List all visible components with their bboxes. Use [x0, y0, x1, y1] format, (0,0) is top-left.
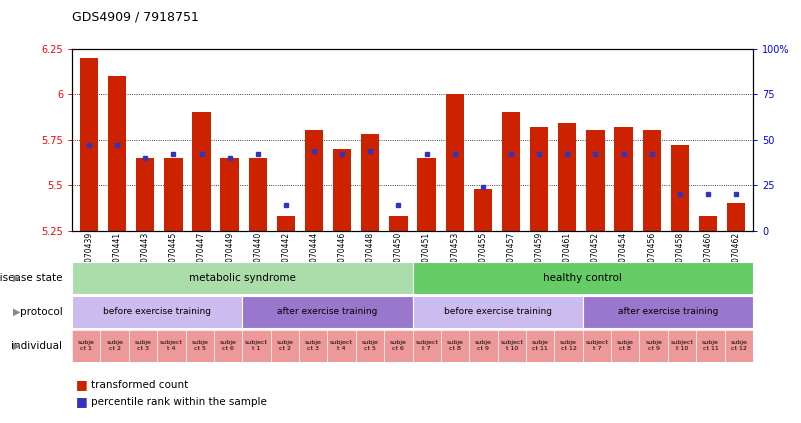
- Text: ■: ■: [76, 379, 88, 391]
- Bar: [100, 330, 129, 362]
- Text: percentile rank within the sample: percentile rank within the sample: [91, 397, 267, 407]
- Bar: [441, 330, 469, 362]
- Bar: [413, 296, 582, 328]
- Bar: [277, 216, 295, 231]
- Text: subje
ct 8: subje ct 8: [447, 341, 464, 351]
- Text: ▶: ▶: [13, 307, 20, 317]
- Bar: [248, 158, 267, 231]
- Bar: [242, 296, 413, 328]
- Text: protocol: protocol: [20, 307, 62, 317]
- Bar: [530, 127, 548, 231]
- Text: individual: individual: [11, 341, 62, 351]
- Bar: [586, 131, 605, 231]
- Bar: [389, 216, 408, 231]
- Bar: [72, 330, 100, 362]
- Bar: [668, 330, 696, 362]
- Bar: [502, 112, 520, 231]
- Text: subje
ct 2: subje ct 2: [276, 341, 293, 351]
- Bar: [417, 158, 436, 231]
- Text: subje
ct 11: subje ct 11: [702, 341, 718, 351]
- Text: subje
ct 3: subje ct 3: [135, 341, 151, 351]
- Bar: [72, 262, 413, 294]
- Bar: [413, 262, 753, 294]
- Bar: [333, 148, 352, 231]
- Text: subje
ct 9: subje ct 9: [646, 341, 662, 351]
- Bar: [727, 203, 745, 231]
- Bar: [413, 330, 441, 362]
- Bar: [80, 58, 98, 231]
- Bar: [725, 330, 753, 362]
- Bar: [611, 330, 639, 362]
- Bar: [242, 330, 271, 362]
- Text: subje
ct 12: subje ct 12: [560, 341, 577, 351]
- Text: metabolic syndrome: metabolic syndrome: [189, 273, 296, 283]
- Bar: [157, 330, 186, 362]
- Text: subject
t 10: subject t 10: [670, 341, 694, 351]
- Bar: [136, 158, 155, 231]
- Bar: [72, 296, 242, 328]
- Bar: [497, 330, 526, 362]
- Bar: [271, 330, 299, 362]
- Text: subje
ct 5: subje ct 5: [191, 341, 208, 351]
- Bar: [186, 330, 214, 362]
- Bar: [614, 127, 633, 231]
- Text: subject
t 7: subject t 7: [586, 341, 608, 351]
- Text: subje
ct 1: subje ct 1: [78, 341, 95, 351]
- Text: ■: ■: [76, 396, 88, 408]
- Bar: [639, 330, 668, 362]
- Bar: [328, 330, 356, 362]
- Text: GDS4909 / 7918751: GDS4909 / 7918751: [72, 11, 199, 24]
- Bar: [698, 216, 717, 231]
- Text: subject
t 4: subject t 4: [160, 341, 183, 351]
- Text: subject
t 10: subject t 10: [501, 341, 523, 351]
- Text: transformed count: transformed count: [91, 380, 187, 390]
- Bar: [642, 131, 661, 231]
- Bar: [554, 330, 582, 362]
- Text: subje
ct 8: subje ct 8: [617, 341, 634, 351]
- Bar: [526, 330, 554, 362]
- Bar: [361, 134, 380, 231]
- Bar: [469, 330, 497, 362]
- Text: subje
ct 3: subje ct 3: [305, 341, 322, 351]
- Text: after exercise training: after exercise training: [618, 308, 718, 316]
- Text: subject
t 7: subject t 7: [415, 341, 438, 351]
- Text: after exercise training: after exercise training: [277, 308, 377, 316]
- Bar: [129, 330, 157, 362]
- Text: subject
t 1: subject t 1: [245, 341, 268, 351]
- Bar: [356, 330, 384, 362]
- Text: subject
t 4: subject t 4: [330, 341, 353, 351]
- Bar: [445, 94, 464, 231]
- Bar: [220, 158, 239, 231]
- Bar: [214, 330, 242, 362]
- Text: healthy control: healthy control: [543, 273, 622, 283]
- Bar: [473, 189, 492, 231]
- Text: subje
ct 5: subje ct 5: [361, 341, 378, 351]
- Bar: [192, 112, 211, 231]
- Text: ▶: ▶: [13, 273, 20, 283]
- Bar: [670, 145, 689, 231]
- Bar: [164, 158, 183, 231]
- Bar: [558, 123, 577, 231]
- Text: before exercise training: before exercise training: [103, 308, 211, 316]
- Bar: [299, 330, 328, 362]
- Text: disease state: disease state: [0, 273, 62, 283]
- Bar: [305, 131, 323, 231]
- Text: subje
ct 6: subje ct 6: [219, 341, 236, 351]
- Text: ▶: ▶: [13, 341, 20, 351]
- Text: subje
ct 2: subje ct 2: [107, 341, 123, 351]
- Text: subje
ct 6: subje ct 6: [390, 341, 407, 351]
- Text: subje
ct 12: subje ct 12: [731, 341, 747, 351]
- Bar: [696, 330, 725, 362]
- Text: before exercise training: before exercise training: [444, 308, 552, 316]
- Bar: [582, 296, 753, 328]
- Text: subje
ct 11: subje ct 11: [532, 341, 549, 351]
- Bar: [108, 76, 127, 231]
- Bar: [384, 330, 413, 362]
- Bar: [582, 330, 611, 362]
- Text: subje
ct 9: subje ct 9: [475, 341, 492, 351]
